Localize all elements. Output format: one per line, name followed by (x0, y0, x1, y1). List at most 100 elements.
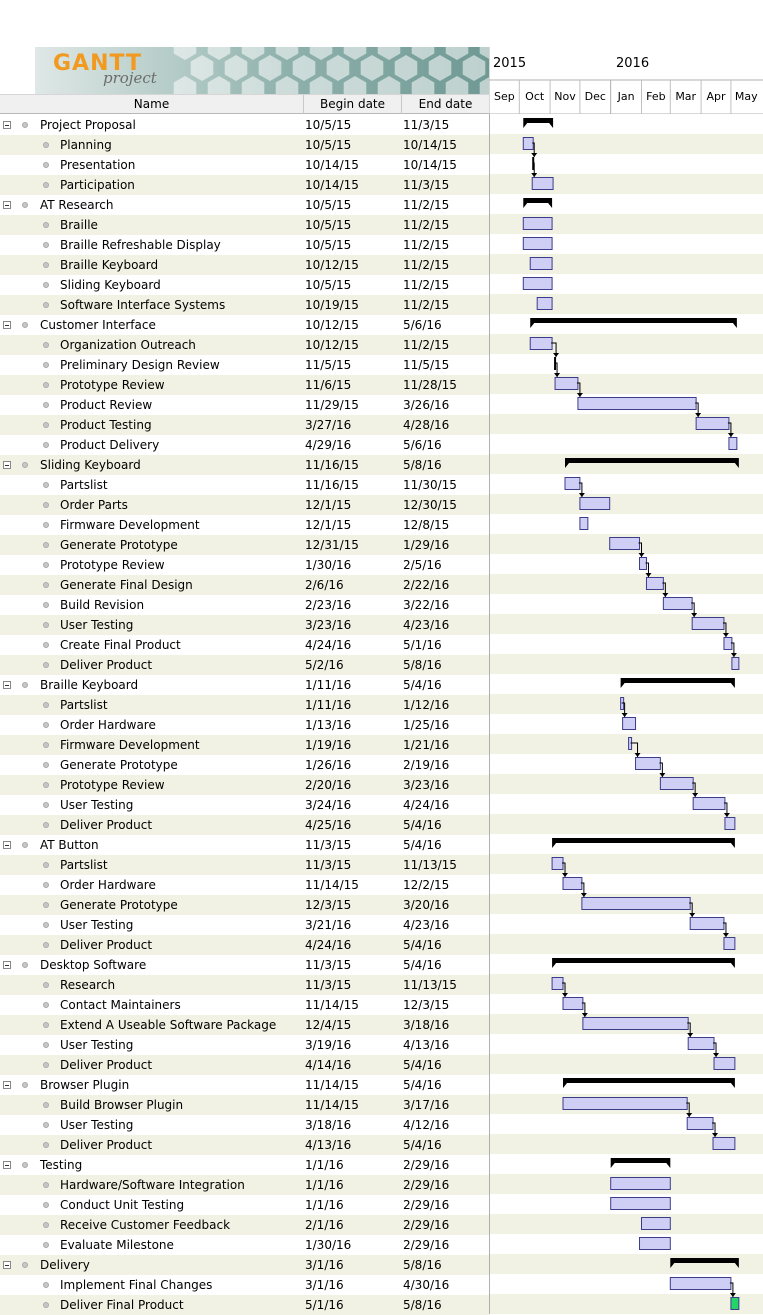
task-name: Browser Plugin (40, 1078, 130, 1092)
table-row[interactable]: User Testing 3/23/16 4/23/16 (0, 615, 489, 635)
table-row[interactable]: Conduct Unit Testing 1/1/16 2/29/16 (0, 1195, 489, 1215)
table-row[interactable]: AT Button 11/3/15 5/4/16 (0, 835, 489, 855)
task-begin-date: 1/1/16 (305, 1198, 344, 1212)
table-row[interactable]: Partslist 11/3/15 11/13/15 (0, 855, 489, 875)
table-row[interactable]: Braille Keyboard 10/12/15 11/2/15 (0, 255, 489, 275)
table-row[interactable]: Deliver Final Product 5/1/16 5/8/16 (0, 1295, 489, 1315)
table-row[interactable]: Prototype Review 11/6/15 11/28/15 (0, 375, 489, 395)
table-row[interactable]: Product Delivery 4/29/16 5/6/16 (0, 435, 489, 455)
table-row[interactable]: Sliding Keyboard 10/5/15 11/2/15 (0, 275, 489, 295)
table-row[interactable]: Partslist 11/16/15 11/30/15 (0, 475, 489, 495)
table-row[interactable]: Order Hardware 11/14/15 12/2/15 (0, 875, 489, 895)
task-begin-date: 5/1/16 (305, 1298, 344, 1312)
table-row[interactable]: Organization Outreach 10/12/15 11/2/15 (0, 335, 489, 355)
table-row[interactable]: Extend A Useable Software Package 12/4/15… (0, 1015, 489, 1035)
table-row[interactable]: Deliver Product 4/13/16 5/4/16 (0, 1135, 489, 1155)
table-row[interactable]: Evaluate Milestone 1/30/16 2/29/16 (0, 1235, 489, 1255)
table-row[interactable]: Contact Maintainers 11/14/15 12/3/15 (0, 995, 489, 1015)
table-row[interactable]: Braille Refreshable Display 10/5/15 11/2/1… (0, 235, 489, 255)
table-row[interactable]: Browser Plugin 11/14/15 5/4/16 (0, 1075, 489, 1095)
table-row[interactable]: Generate Prototype 1/26/16 2/19/16 (0, 755, 489, 775)
table-row[interactable]: User Testing 3/24/16 4/24/16 (0, 795, 489, 815)
table-row[interactable]: Braille 10/5/15 11/2/15 (0, 215, 489, 235)
table-row[interactable]: Prototype Review 2/20/16 3/23/16 (0, 775, 489, 795)
table-row[interactable]: Generate Final Design 2/6/16 2/22/16 (0, 575, 489, 595)
table-row[interactable]: Delivery 3/1/16 5/8/16 (0, 1255, 489, 1275)
dependency-arrowhead (645, 573, 652, 577)
table-row[interactable]: Deliver Product 5/2/16 5/8/16 (0, 655, 489, 675)
table-row[interactable]: Order Hardware 1/13/16 1/25/16 (0, 715, 489, 735)
table-row[interactable]: Product Testing 3/27/16 4/28/16 (0, 415, 489, 435)
table-row[interactable]: Generate Prototype 12/3/15 3/20/16 (0, 895, 489, 915)
table-row[interactable]: Deliver Product 4/25/16 5/4/16 (0, 815, 489, 835)
task-name: Prototype Review (60, 378, 165, 392)
collapse-toggle-icon[interactable] (3, 681, 11, 689)
collapse-toggle-icon[interactable] (3, 1261, 11, 1269)
table-row[interactable]: Deliver Product 4/24/16 5/4/16 (0, 935, 489, 955)
table-row[interactable]: Preliminary Design Review 11/5/15 11/5/15 (0, 355, 489, 375)
column-header-begin-date[interactable]: Begin date (304, 95, 402, 114)
collapse-toggle-icon[interactable] (3, 201, 11, 209)
task-end-date: 3/17/16 (403, 1098, 450, 1112)
table-row[interactable]: User Testing 3/19/16 4/13/16 (0, 1035, 489, 1055)
task-begin-date: 3/19/16 (305, 1038, 352, 1052)
table-row[interactable]: Product Review 11/29/15 3/26/16 (0, 395, 489, 415)
table-row[interactable]: Research 11/3/15 11/13/15 (0, 975, 489, 995)
table-row[interactable]: Deliver Product 4/14/16 5/4/16 (0, 1055, 489, 1075)
table-row[interactable]: User Testing 3/18/16 4/12/16 (0, 1115, 489, 1135)
task-bullet-icon (43, 262, 49, 268)
table-row[interactable]: AT Research 10/5/15 11/2/15 (0, 195, 489, 215)
table-row[interactable]: Braille Keyboard 1/11/16 5/4/16 (0, 675, 489, 695)
summary-bar (552, 838, 735, 843)
table-row[interactable]: User Testing 3/21/16 4/23/16 (0, 915, 489, 935)
task-bullet-icon (43, 862, 49, 868)
task-begin-date: 1/1/16 (305, 1158, 344, 1172)
column-header-name[interactable]: Name (0, 95, 304, 114)
task-bullet-icon (43, 902, 49, 908)
column-header-end-date[interactable]: End date (418, 97, 473, 111)
table-row[interactable]: Receive Customer Feedback 2/1/16 2/29/16 (0, 1215, 489, 1235)
collapse-toggle-icon[interactable] (3, 841, 11, 849)
task-begin-date: 11/3/15 (305, 978, 352, 992)
table-row[interactable]: Build Browser Plugin 11/14/15 3/17/16 (0, 1095, 489, 1115)
table-row[interactable]: Generate Prototype 12/31/15 1/29/16 (0, 535, 489, 555)
table-row[interactable]: Create Final Product 4/24/16 5/1/16 (0, 635, 489, 655)
table-row[interactable]: Partslist 1/11/16 1/12/16 (0, 695, 489, 715)
collapse-toggle-icon[interactable] (3, 121, 11, 129)
table-row[interactable]: Build Revision 2/23/16 3/22/16 (0, 595, 489, 615)
table-row[interactable]: Project Proposal 10/5/15 11/3/15 (0, 115, 489, 135)
table-row[interactable]: Presentation 10/14/15 10/14/15 (0, 155, 489, 175)
table-row[interactable]: Customer Interface 10/12/15 5/6/16 (0, 315, 489, 335)
table-row[interactable]: Sliding Keyboard 11/16/15 5/8/16 (0, 455, 489, 475)
chart-row-stripe (489, 854, 763, 874)
table-row[interactable]: Testing 1/1/16 2/29/16 (0, 1155, 489, 1175)
table-row[interactable]: Software Interface Systems 10/19/15 11/2/1… (0, 295, 489, 315)
table-row[interactable]: Firmware Development 1/19/16 1/21/16 (0, 735, 489, 755)
collapse-toggle-icon[interactable] (3, 321, 11, 329)
collapse-toggle-icon[interactable] (3, 1161, 11, 1169)
task-bullet-icon (22, 682, 28, 688)
chart-row-stripe (489, 414, 763, 434)
summary-bar-end (730, 1083, 735, 1088)
collapse-toggle-icon[interactable] (3, 1081, 11, 1089)
task-begin-date: 10/5/15 (305, 218, 352, 232)
dependency-arrowhead (695, 413, 702, 417)
table-row[interactable]: Participation 10/14/15 11/3/15 (0, 175, 489, 195)
task-bullet-icon (43, 562, 49, 568)
task-end-date: 11/2/15 (403, 258, 450, 272)
table-row[interactable]: Planning 10/5/15 10/14/15 (0, 135, 489, 155)
collapse-toggle-icon[interactable] (3, 461, 11, 469)
chart-row-stripe (489, 174, 763, 194)
task-end-date: 5/4/16 (403, 938, 442, 952)
dependency-arrow (576, 382, 581, 397)
table-row[interactable]: Hardware/Software Integration 1/1/16 2/29/… (0, 1175, 489, 1195)
task-bar (724, 817, 736, 830)
table-row[interactable]: Firmware Development 12/1/15 12/8/15 (0, 515, 489, 535)
chart-row-stripe (489, 814, 763, 834)
table-row[interactable]: Prototype Review 1/30/16 2/5/16 (0, 555, 489, 575)
task-end-date: 5/4/16 (403, 1078, 442, 1092)
table-row[interactable]: Order Parts 12/1/15 12/30/15 (0, 495, 489, 515)
table-row[interactable]: Desktop Software 11/3/15 5/4/16 (0, 955, 489, 975)
collapse-toggle-icon[interactable] (3, 961, 11, 969)
table-row[interactable]: Implement Final Changes 3/1/16 4/30/16 (0, 1275, 489, 1295)
